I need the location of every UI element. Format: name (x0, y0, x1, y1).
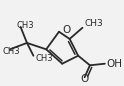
Text: CH3: CH3 (16, 21, 34, 30)
Text: CH3: CH3 (85, 19, 103, 28)
Text: CH3: CH3 (35, 54, 53, 63)
Text: O: O (80, 74, 88, 84)
Text: OH: OH (106, 59, 123, 69)
Text: CH3: CH3 (2, 47, 20, 56)
Text: O: O (63, 25, 71, 35)
